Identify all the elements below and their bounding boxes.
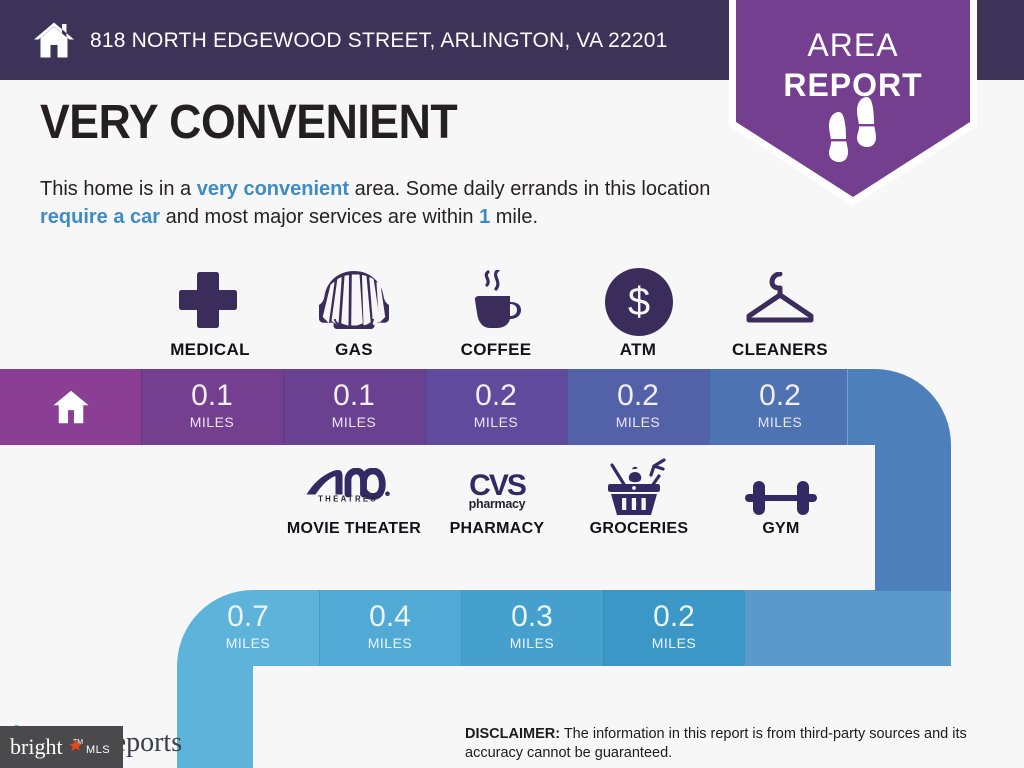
svg-text:pharmacy: pharmacy — [469, 497, 526, 511]
svg-text:$: $ — [628, 280, 650, 324]
svg-text:THEATRES: THEATRES — [318, 495, 378, 503]
svg-text:REPORT: REPORT — [783, 67, 922, 103]
svg-text:MLS: MLS — [86, 744, 110, 756]
svg-text:AREA: AREA — [807, 27, 898, 63]
svg-text:bright: bright — [10, 734, 63, 759]
